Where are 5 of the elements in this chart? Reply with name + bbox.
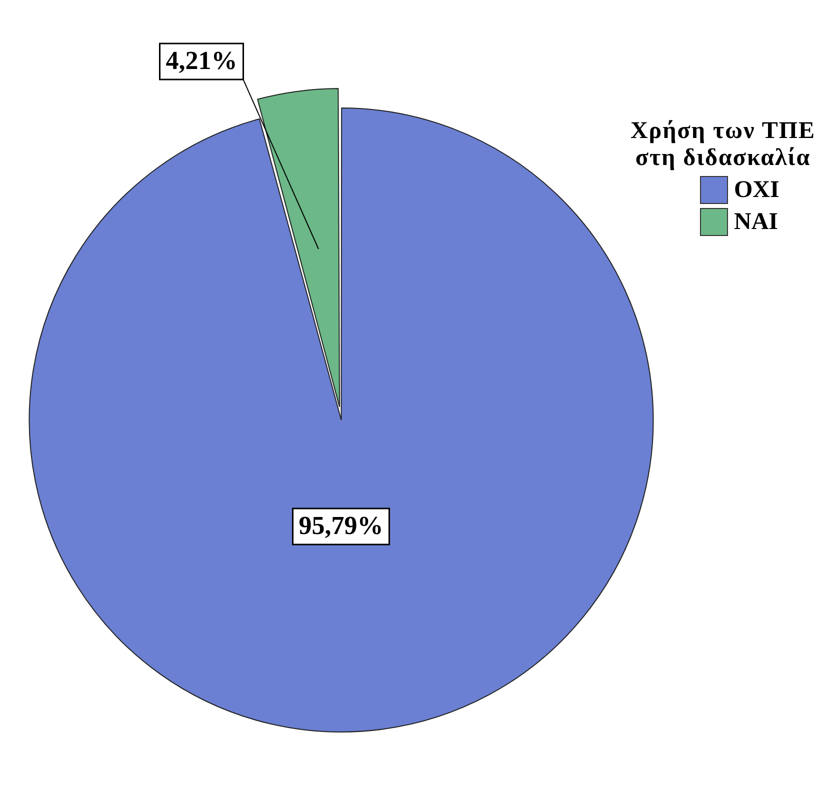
data-label: 95,79% — [298, 511, 384, 540]
legend-title: Χρήση των ΤΠΕ στη διδασκαλία — [629, 118, 817, 172]
legend-label: ΝΑΙ — [734, 208, 778, 236]
data-label: 4,21% — [166, 46, 238, 76]
legend-label: ΟΧΙ — [734, 176, 780, 204]
